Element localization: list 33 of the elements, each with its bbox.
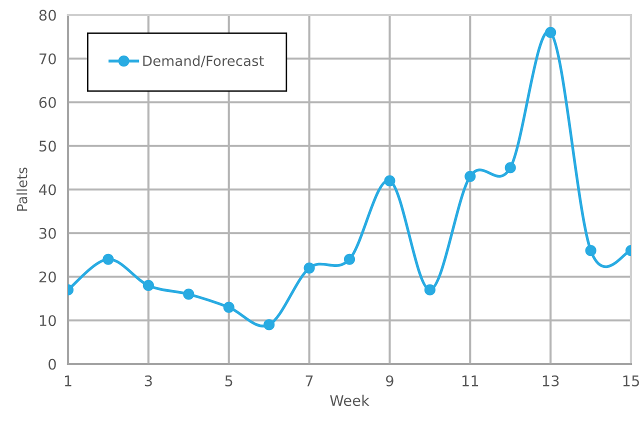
x-tick-label: 1 (64, 376, 72, 386)
point (545, 26, 556, 38)
x-tick-label: 3 (144, 375, 152, 386)
point (102, 254, 114, 265)
x-tick-label: 11 (462, 376, 478, 386)
point (464, 170, 476, 182)
y-tick-label: 0 (48, 358, 56, 370)
y-tick-label: 40 (39, 184, 56, 196)
point (424, 284, 436, 296)
y-tick-label: 10 (40, 315, 56, 326)
y-axis-title: Pallets (16, 168, 28, 211)
point (344, 254, 356, 265)
y-tick-label: 50 (39, 140, 56, 152)
point (183, 288, 194, 300)
x-tick-label: 5 (225, 376, 232, 386)
point (142, 280, 154, 292)
point (585, 245, 596, 256)
point (504, 162, 516, 174)
y-tick-label: 30 (39, 228, 56, 239)
x-axis-title: Week (330, 394, 370, 406)
point (304, 262, 315, 274)
legend-label: Demand/Forecast (143, 55, 264, 68)
x-tick-label: 15 (623, 376, 640, 386)
x-tick-label: 7 (306, 376, 313, 386)
y-tick-label: 70 (40, 53, 56, 64)
point (223, 302, 234, 313)
x-tick-label: 9 (386, 375, 394, 386)
y-tick-label: 20 (39, 271, 56, 282)
y-tick-label: 80 (39, 10, 56, 21)
y-tick-label: 60 (39, 96, 56, 108)
point (264, 319, 275, 330)
x-tick-label: 13 (542, 375, 559, 386)
point (384, 175, 396, 186)
